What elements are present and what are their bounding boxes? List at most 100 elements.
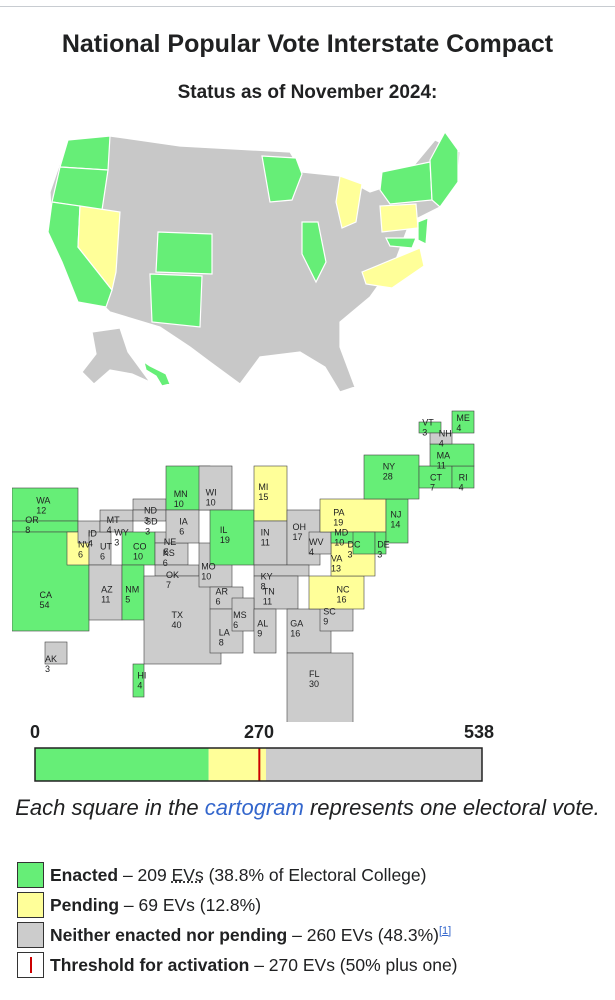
legend-row-enacted: Enacted – 209 EVs (38.8% of Electoral Co… [17,860,607,890]
legend-swatch-neither [17,922,44,948]
cartogram-label-ct: CT 7 [430,472,442,492]
cartogram-block-in [253,520,288,566]
legend-pending-label: Pending [50,894,120,915]
cartogram-ev-ak: 3 [45,664,50,674]
cartogram-label-tx: TX 40 [172,610,184,630]
map-hawaii [143,360,171,387]
legend-evs-abbreviation[interactable]: EVs [171,864,204,885]
cartogram-label-la: LA 8 [219,627,230,647]
cartogram-ev-ok: 7 [166,580,171,590]
cartogram-block-az [88,564,123,621]
legend-swatch-pending [17,892,44,918]
map-michigan [335,175,363,229]
bar-label-min: 0 [30,722,40,742]
cartogram-block-or [12,520,79,533]
cartogram-ev-mn: 10 [174,499,184,509]
cartogram-label-hi: HI 4 [137,670,146,690]
cartogram-ev-ma: 11 [437,460,446,470]
page-subtitle: Status as of November 2024: [177,82,438,103]
bar-enacted-segment [35,748,209,781]
bar-label-max: 538 [464,722,494,742]
map-new-england [429,130,459,208]
legend-swatch-enacted [17,862,44,888]
bar-neither-segment [265,748,482,781]
map-alaska [81,327,152,385]
cartogram-block-tn [253,575,299,610]
cartogram-ev-ar: 6 [216,597,221,607]
cartogram-ev-md: 10 [334,537,344,547]
cartogram-label-ia: IA 6 [179,516,188,536]
top-divider [0,6,615,7]
map-washington [59,135,111,171]
cartogram-ev-co: 10 [133,552,143,562]
legend-row-pending: Pending – 69 EVs (12.8%) [17,890,607,920]
cartogram-label-al: AL 9 [257,619,268,639]
cartogram-label-ak: AK 3 [45,654,57,674]
legend-threshold-label: Threshold for activation [50,954,250,975]
cartogram-ev-wi: 10 [206,498,216,508]
map-colorado [155,231,213,275]
cartogram-block-nh [429,432,453,445]
cartogram-ev-al: 9 [257,629,262,639]
cartogram-label-mi: MI 15 [258,482,268,502]
cartogram-ev-hi: 4 [137,680,142,690]
cartogram-ev-ms: 6 [233,620,238,630]
bar-pending-segment [208,748,266,781]
cartogram-label-ny: NY 28 [383,461,396,481]
cartogram-ev-ut: 6 [100,552,105,562]
legend-row-threshold: Threshold for activation – 270 EVs (50% … [17,950,607,980]
bar-label-threshold: 270 [244,722,274,742]
legend-neither-label: Neither enacted nor pending [50,924,288,945]
cartogram-ev-mo: 10 [201,571,211,581]
cartogram-ev-fl: 30 [309,679,319,689]
cartogram-label-az: AZ 11 [101,585,113,605]
us-state-map [47,130,461,393]
legend-row-neither: Neither enacted nor pending – 260 EVs (4… [17,920,607,950]
cartogram-ev-vt: 3 [422,427,427,437]
cartogram-block-fl [286,652,354,722]
electoral-vote-bar: 0 270 538 [30,722,494,782]
cartogram-ev-ct: 7 [430,482,435,492]
legend-threshold-text: – 270 EVs (50% plus one) [249,954,458,975]
cartogram-ev-nh: 4 [439,438,444,448]
cartogram-ev-ne: 5 [164,547,169,557]
cartogram-label-va: VA 13 [331,554,342,574]
cartogram-ev-oh: 17 [293,532,303,542]
cartogram-ev-wy: 3 [114,537,119,547]
map-pennsylvania [379,203,419,233]
cartogram-ev-ga: 16 [290,629,300,639]
cartogram-ev-ky: 8 [261,581,266,591]
legend-swatch-threshold [17,952,44,978]
cartogram-link[interactable]: cartogram [204,795,304,820]
cartogram-block-pa [319,498,387,533]
cartogram-ev-nd: 3 [144,515,149,525]
cartogram-block-al [253,608,277,654]
cartogram-ev-ny: 28 [383,471,393,481]
map-maryland [385,237,417,249]
reference-link-1[interactable]: [1] [439,924,452,937]
cartogram-label-ga: GA 16 [290,619,303,639]
cartogram-block-il [209,509,255,566]
cartogram-block-nc [308,575,365,610]
map-legend: Enacted – 209 EVs (38.8% of Electoral Co… [17,860,607,980]
legend-pending-text: – 69 EVs (12.8%) [119,894,262,915]
cartogram-ev-me: 4 [456,423,461,433]
cartogram-block-ia [165,509,200,544]
cartogram-ev-ks: 6 [163,558,168,568]
cartogram-label-ca: CA 54 [40,590,53,610]
cartogram-ev-nj: 14 [390,520,400,530]
cartogram-label-fl: FL 30 [309,669,320,689]
cartogram-ev-mt: 4 [107,525,112,535]
cartogram-block-wy [99,520,134,533]
cartogram-ev-tn: 11 [263,597,272,607]
cartogram-ev-la: 8 [219,637,224,647]
cartogram-ev-nv: 6 [78,549,83,559]
legend-enacted-pre: – 209 [118,864,172,885]
cartogram-ev-az: 11 [101,595,110,605]
cartogram-ev-dc: 3 [348,549,353,559]
cartogram-ev-nm: 5 [125,595,130,605]
cartogram-ev-wv: 4 [309,547,314,557]
threshold-marker-icon [30,957,32,973]
cartogram-label-id: ID 4 [88,528,98,548]
